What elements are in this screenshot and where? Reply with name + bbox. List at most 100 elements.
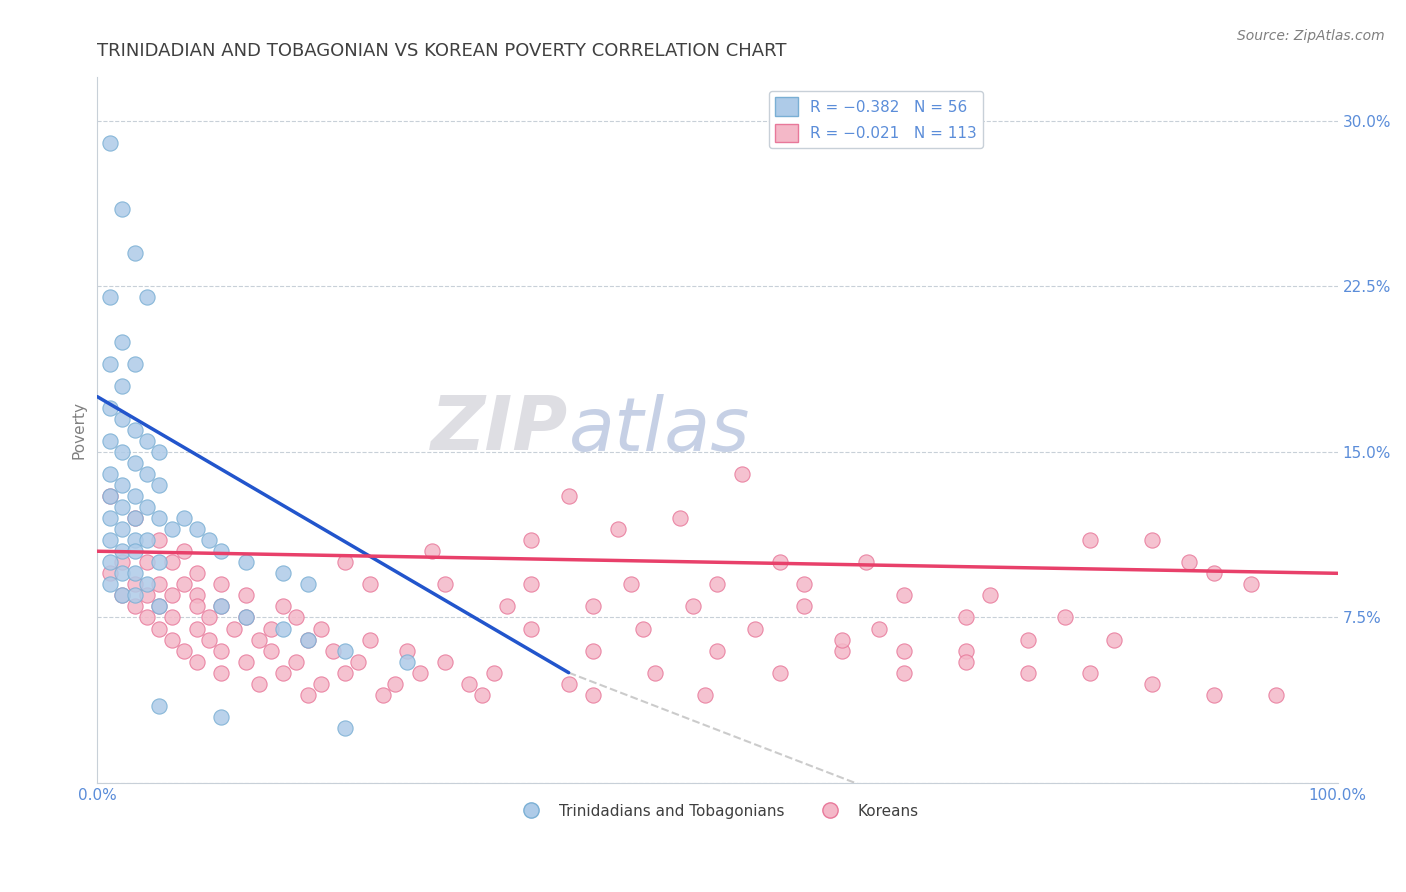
Point (768, 665, 790, 680)
Point (111, 544, 134, 558)
Point (520, 622, 543, 636)
Point (136, 610, 159, 624)
Point (893, 665, 915, 680)
Point (136, 588, 159, 602)
Point (582, 643, 605, 657)
Point (359, 577, 381, 591)
Point (98, 136, 121, 150)
Point (1078, 533, 1101, 548)
Point (744, 622, 766, 636)
Point (309, 622, 332, 636)
Point (409, 665, 432, 680)
Point (111, 566, 134, 581)
Point (1017, 632, 1039, 647)
Point (160, 632, 183, 647)
Point (124, 533, 146, 548)
Point (1053, 610, 1076, 624)
Point (209, 577, 232, 591)
Point (235, 588, 257, 602)
Point (209, 599, 232, 614)
Point (284, 610, 307, 624)
Point (396, 655, 419, 669)
Point (273, 665, 295, 680)
Point (111, 522, 134, 536)
Point (148, 478, 170, 492)
Point (979, 588, 1001, 602)
Point (148, 577, 170, 591)
Point (111, 202, 134, 216)
Point (768, 555, 790, 569)
Point (198, 533, 221, 548)
Point (124, 489, 146, 503)
Point (160, 555, 183, 569)
Point (148, 445, 170, 459)
Point (98, 555, 121, 569)
Point (148, 622, 170, 636)
Point (98, 467, 121, 481)
Point (186, 655, 208, 669)
Point (273, 599, 295, 614)
Point (1104, 632, 1126, 647)
Point (148, 698, 170, 713)
Point (520, 577, 543, 591)
Point (111, 378, 134, 392)
Point (198, 610, 221, 624)
Point (186, 566, 208, 581)
Point (682, 599, 704, 614)
Point (955, 655, 977, 669)
Point (173, 544, 195, 558)
Point (1140, 676, 1163, 690)
Point (98, 566, 121, 581)
Point (247, 632, 270, 647)
Point (235, 655, 257, 669)
Point (706, 643, 728, 657)
Text: TRINIDADIAN AND TOBAGONIAN VS KOREAN POVERTY CORRELATION CHART: TRINIDADIAN AND TOBAGONIAN VS KOREAN POV… (97, 42, 787, 60)
Point (297, 632, 319, 647)
Point (111, 411, 134, 425)
Point (644, 665, 666, 680)
Point (1202, 566, 1225, 581)
Point (1240, 577, 1263, 591)
Point (124, 577, 146, 591)
Text: ZIP: ZIP (432, 393, 568, 467)
Point (111, 588, 134, 602)
Point (309, 676, 332, 690)
Point (98, 434, 121, 448)
Point (582, 599, 605, 614)
Point (396, 643, 419, 657)
Point (731, 467, 754, 481)
Point (260, 622, 283, 636)
Point (160, 588, 183, 602)
Point (1264, 688, 1286, 702)
Point (495, 599, 517, 614)
Point (484, 665, 506, 680)
Point (136, 434, 159, 448)
Point (620, 577, 643, 591)
Point (631, 622, 654, 636)
Point (209, 599, 232, 614)
Point (124, 599, 146, 614)
Point (893, 588, 915, 602)
Point (831, 632, 853, 647)
Point (335, 555, 357, 569)
Point (136, 500, 159, 514)
Point (209, 710, 232, 724)
Point (893, 643, 915, 657)
Point (98, 577, 121, 591)
Point (148, 555, 170, 569)
Point (198, 632, 221, 647)
Point (136, 290, 159, 304)
Y-axis label: Poverty: Poverty (72, 401, 86, 458)
Point (209, 643, 232, 657)
Point (1017, 665, 1039, 680)
Point (124, 246, 146, 260)
Point (260, 643, 283, 657)
Point (669, 511, 692, 525)
Point (855, 555, 877, 569)
Point (98, 290, 121, 304)
Point (98, 489, 121, 503)
Point (173, 643, 195, 657)
Point (955, 643, 977, 657)
Point (136, 577, 159, 591)
Point (235, 610, 257, 624)
